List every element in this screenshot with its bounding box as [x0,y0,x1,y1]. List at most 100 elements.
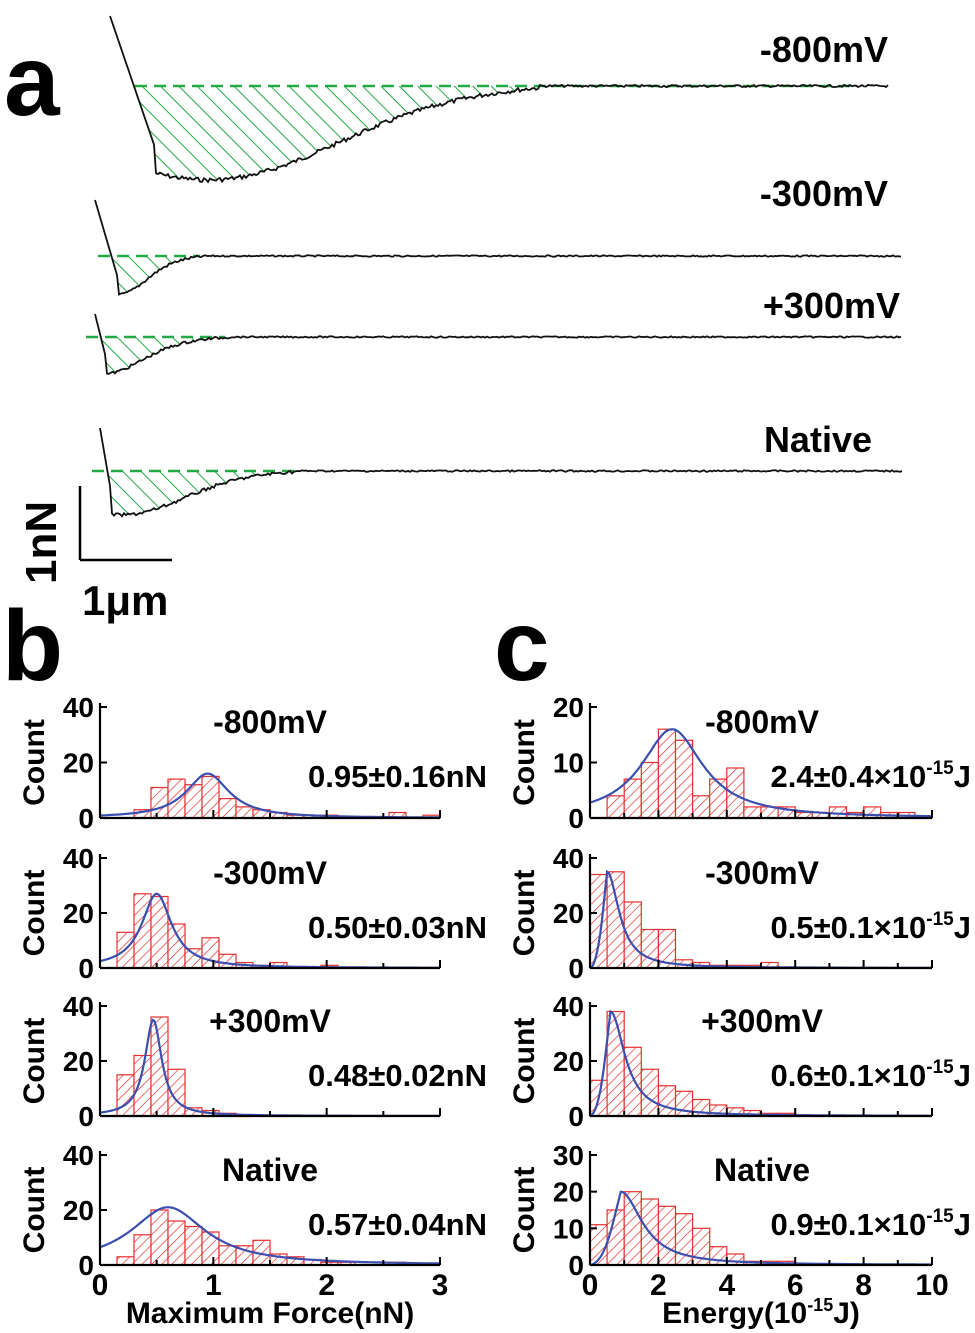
x-tick-label: 1 [205,1269,222,1302]
y-tick-label: 30 [553,1140,584,1171]
y-tick-label: 20 [553,692,584,723]
histogram-bar [657,1085,677,1117]
histogram-bar [862,806,882,819]
scale-bar-force-label: 1nN [17,501,66,584]
annotation-exponent: -15 [926,1206,954,1227]
histogram-bar [657,728,677,819]
annotation-exponent: -15 [926,1057,954,1078]
x-axis-title-tail: J) [833,1297,860,1330]
histogram-bar [606,795,625,819]
histogram-bar [150,1016,169,1117]
histogram-bar [184,948,203,969]
condition-label: -300mV [705,855,820,891]
y-tick-label: 20 [63,748,94,779]
force-trace-0 [109,15,889,184]
y-tick-label: 40 [553,991,584,1022]
annotation-value: 0.6±0.1×10 [770,1058,926,1093]
histogram-b-1: 0 20 40 Count -300mV 0.50±0.03nN [18,843,487,984]
condition-label: Native [714,1152,810,1188]
y-tick-label: 0 [78,803,94,834]
y-tick-label: 20 [63,1046,94,1077]
y-tick-label: 0 [568,1101,584,1132]
panel-c-letter: c [494,590,550,702]
x-tick-label: 2 [650,1269,667,1302]
y-axis-title: Count [18,870,51,957]
histogram-b-2: 0 20 40 Count +300mV 0.48±0.02nN [18,991,487,1132]
histogram-bar [640,761,659,819]
fit-result-annotation: 0.57±0.04nN [308,1207,487,1242]
histogram-bar [133,1054,152,1117]
histogram-bar [691,795,711,819]
histogram-bar [709,1246,728,1266]
y-axis-title: Count [508,1018,541,1105]
y-tick-label: 20 [553,1177,584,1208]
histogram-bar [709,778,728,819]
fit-result-annotation: 0.5±0.1×10-15J [770,909,971,945]
histogram-c-3: 0 10 20 30 0 2 4 6 8 10 Energy(10-15J) Count Native 0… [508,1140,971,1330]
y-axis-title: Count [508,870,541,957]
fit-result-annotation: 0.6±0.1×10-15J [770,1057,971,1093]
condition-label: Native [222,1152,318,1188]
y-tick-label: 20 [63,898,94,929]
x-tick-label: 0 [92,1269,109,1302]
panel-b-letter: b [2,590,63,702]
histogram-bar [201,775,220,819]
condition-label: +300mV [701,1003,824,1039]
y-tick-label: 40 [63,692,94,723]
scale-bar: 1nN 1μm [17,486,172,624]
histogram-bar [116,1074,135,1117]
y-tick-label: 40 [553,843,584,874]
annotation-value: 2.4±0.4×10 [770,759,926,794]
y-axis-title: Count [508,1167,541,1254]
x-tick-label: 3 [432,1269,449,1302]
y-tick-label: 20 [553,1046,584,1077]
histogram-bar [133,1234,152,1266]
histogram-c-1: 0 20 40 Count -300mV 0.5±0.1×10-15J [508,843,971,984]
panel-a-letter: a [4,25,61,137]
y-axis-title: Count [18,1018,51,1105]
x-tick-label: 2 [318,1269,335,1302]
trace-adhesion-area [136,86,520,182]
y-tick-label: 0 [78,1250,94,1281]
force-trace-1 [94,199,902,296]
histogram-bar [218,953,237,969]
y-tick-label: 40 [63,1140,94,1171]
y-tick-label: 20 [553,898,584,929]
histogram-bar [235,806,254,819]
trace-label-300pos: +300mV [763,285,900,326]
x-tick-label: 10 [915,1269,948,1302]
condition-label: -300mV [213,855,328,891]
scale-bar-distance-label: 1μm [82,577,168,624]
trace-label-300neg: -300mV [760,173,888,214]
histogram-bar [167,1220,186,1266]
x-axis-title-exponent: -15 [807,1295,833,1315]
histogram-bar [116,1256,135,1266]
y-axis-title: Count [508,719,541,806]
fit-result-annotation: 0.95±0.16nN [308,759,487,794]
condition-label: -800mV [213,704,328,740]
histogram-b-3: 0 20 40 0 1 2 3 Maximum Force(nN) Count Native 0.5… [18,1140,487,1330]
histogram-b-0: 0 20 40 Count -800mV 0.95±0.16nN [18,692,487,834]
x-tick-label: 0 [582,1269,599,1302]
histogram-bar [743,806,762,819]
fit-result-annotation: 0.50±0.03nN [308,910,487,945]
fit-result-annotation: 2.4±0.4×10-15J [770,758,971,794]
histogram-bar [674,1213,694,1266]
histogram-bar [674,739,694,819]
y-tick-label: 0 [568,953,584,984]
force-trace-2 [94,313,902,375]
y-tick-label: 40 [63,991,94,1022]
condition-label: -800mV [705,704,820,740]
histogram-bar [218,797,237,819]
trace-label-800: -800mV [760,29,888,70]
annotation-value: 0.5±0.1×10 [770,910,926,945]
y-tick-label: 10 [553,1213,584,1244]
fit-result-annotation: 0.48±0.02nN [308,1058,487,1093]
annotation-unit: J [954,1207,971,1242]
condition-label: +300mV [209,1003,332,1039]
annotation-unit: J [954,1058,971,1093]
histogram-bar [201,937,220,969]
trace-adhesion-area [108,471,294,517]
histogram-c-0: 0 10 20 Count -800mV 2.4±0.4×10-15J [508,692,971,834]
